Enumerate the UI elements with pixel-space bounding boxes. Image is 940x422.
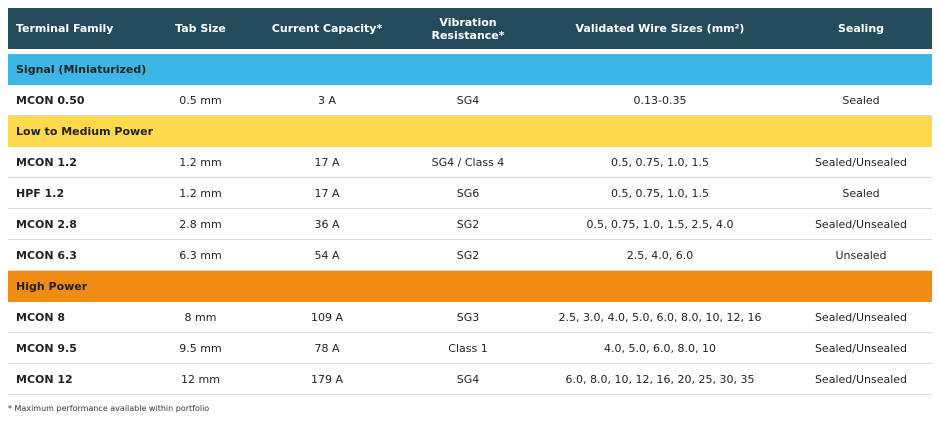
table-cell: 12 mm	[153, 363, 248, 395]
table-cell: HPF 1.2	[8, 177, 153, 209]
table-cell: MCON 6.3	[8, 239, 153, 271]
header-row: Terminal Family Tab Size Current Capacity*…	[8, 8, 932, 49]
table-cell: 0.13-0.35	[530, 85, 790, 116]
table-cell: MCON 1.2	[8, 147, 153, 178]
table-cell: 1.2 mm	[153, 177, 248, 209]
column-header: Current Capacity*	[248, 8, 406, 49]
table-cell: SG2	[406, 239, 530, 271]
table-cell: 109 A	[248, 302, 406, 333]
table-cell: Sealed/Unsealed	[790, 302, 932, 333]
table-cell: SG4	[406, 363, 530, 395]
table-cell: Sealed/Unsealed	[790, 363, 932, 395]
column-header: Validated Wire Sizes (mm²)	[530, 8, 790, 49]
column-header: Sealing	[790, 8, 932, 49]
table-row: MCON 2.8 2.8 mm 36 A SG2 0.5, 0.75, 1.0, 1.5…	[8, 208, 932, 240]
table-row: MCON 1.2 1.2 mm 17 A SG4 / Class 4 0.5, 0.75…	[8, 147, 932, 178]
table-row: HPF 1.2 1.2 mm 17 A SG6 0.5, 0.75, 1.0, 1.5 S…	[8, 177, 932, 209]
table-cell: 2.5, 3.0, 4.0, 5.0, 6.0, 8.0, 10, 12, 16	[530, 302, 790, 333]
table-cell: 8 mm	[153, 302, 248, 333]
group-title: High Power	[8, 270, 932, 302]
table-cell: 17 A	[248, 147, 406, 178]
table-cell: 0.5, 0.75, 1.0, 1.5	[530, 177, 790, 209]
table-cell: MCON 0.50	[8, 85, 153, 116]
table-cell: Class 1	[406, 332, 530, 364]
table-cell: 2.8 mm	[153, 208, 248, 240]
table-cell: Sealed/Unsealed	[790, 147, 932, 178]
table-cell: SG2	[406, 208, 530, 240]
column-header: Terminal Family	[8, 8, 153, 49]
table-cell: SG3	[406, 302, 530, 333]
table-cell: 78 A	[248, 332, 406, 364]
table-cell: 54 A	[248, 239, 406, 271]
table-cell: MCON 12	[8, 363, 153, 395]
table-row: MCON 6.3 6.3 mm 54 A SG2 2.5, 4.0, 6.0 Unseal…	[8, 239, 932, 271]
table-cell: MCON 9.5	[8, 332, 153, 364]
table-row: MCON 12 12 mm 179 A SG4 6.0, 8.0, 10, 12, 16…	[8, 363, 932, 395]
spec-table: Terminal Family Tab Size Current Capacity*…	[8, 8, 932, 395]
table-cell: Sealed	[790, 85, 932, 116]
table-cell: Sealed/Unsealed	[790, 332, 932, 364]
table-cell: MCON 2.8	[8, 208, 153, 240]
table-cell: 2.5, 4.0, 6.0	[530, 239, 790, 271]
column-header: Tab Size	[153, 8, 248, 49]
table-cell: Unsealed	[790, 239, 932, 271]
table-cell: SG6	[406, 177, 530, 209]
table-row: MCON 0.50 0.5 mm 3 A SG4 0.13-0.35 Sealed	[8, 85, 932, 116]
table-cell: 0.5 mm	[153, 85, 248, 116]
table-cell: 1.2 mm	[153, 147, 248, 178]
group-band: Low to Medium Power	[8, 115, 932, 147]
table-cell: 36 A	[248, 208, 406, 240]
column-header: Vibration Resistance*	[406, 8, 530, 49]
table-cell: 9.5 mm	[153, 332, 248, 364]
table-cell: SG4	[406, 85, 530, 116]
table-cell: 179 A	[248, 363, 406, 395]
group-title: Signal (Miniaturized)	[8, 54, 932, 85]
table-cell: MCON 8	[8, 302, 153, 333]
table-cell: 17 A	[248, 177, 406, 209]
table-cell: 6.3 mm	[153, 239, 248, 271]
table-cell: 0.5, 0.75, 1.0, 1.5	[530, 147, 790, 178]
table-row: MCON 9.5 9.5 mm 78 A Class 1 4.0, 5.0, 6.0, …	[8, 332, 932, 364]
table-cell: 4.0, 5.0, 6.0, 8.0, 10	[530, 332, 790, 364]
table-cell: 3 A	[248, 85, 406, 116]
table-cell: 6.0, 8.0, 10, 12, 16, 20, 25, 30, 35	[530, 363, 790, 395]
table-cell: Sealed/Unsealed	[790, 208, 932, 240]
table-cell: SG4 / Class 4	[406, 147, 530, 178]
table-container: Terminal Family Tab Size Current Capacity*…	[8, 8, 932, 395]
group-title: Low to Medium Power	[8, 115, 932, 147]
group-band: Signal (Miniaturized)	[8, 54, 932, 85]
table-cell: Sealed	[790, 177, 932, 209]
group-band: High Power	[8, 270, 932, 302]
footnote: * Maximum performance available within p…	[8, 404, 210, 413]
table-cell: 0.5, 0.75, 1.0, 1.5, 2.5, 4.0	[530, 208, 790, 240]
